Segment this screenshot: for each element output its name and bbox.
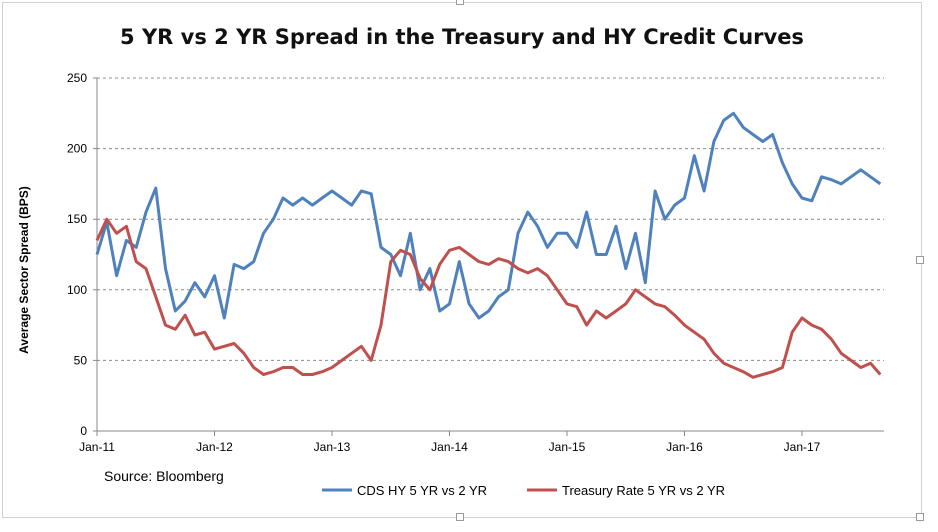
- x-tick-label: Jan-16: [666, 440, 703, 454]
- legend-label-treasury: Treasury Rate 5 YR vs 2 YR: [562, 483, 725, 498]
- resize-handle-right[interactable]: [916, 256, 924, 264]
- resize-handle-top[interactable]: [456, 0, 464, 5]
- y-tick-label: 0: [80, 424, 87, 438]
- y-tick-label: 150: [67, 212, 87, 226]
- y-tick-label: 50: [74, 353, 88, 367]
- legend-label-cds: CDS HY 5 YR vs 2 YR: [357, 483, 487, 498]
- series-line-cds-hy: [95, 111, 882, 320]
- y-tick-label: 250: [67, 71, 87, 85]
- legend: CDS HY 5 YR vs 2 YR Treasury Rate 5 YR v…: [322, 483, 725, 498]
- gridlines: [97, 77, 884, 361]
- x-tick-label: Jan-17: [784, 440, 821, 454]
- chart-frame: [2, 2, 922, 518]
- y-tick-label: 200: [67, 142, 87, 156]
- y-axis-label: Average Sector Spread (BPS): [17, 186, 31, 354]
- x-tick-label: Jan-11: [79, 440, 115, 454]
- source-note: Source: Bloomberg: [104, 468, 224, 484]
- series-lines: [95, 111, 882, 379]
- x-tick-label: Jan-14: [431, 440, 468, 454]
- x-tick-label: Jan-15: [549, 440, 586, 454]
- series-line-treasury: [95, 217, 882, 379]
- chart-title: 5 YR vs 2 YR Spread in the Treasury and …: [120, 25, 804, 49]
- x-tick-label: Jan-13: [314, 440, 351, 454]
- resize-handle-corner[interactable]: [916, 513, 924, 521]
- x-tick-label: Jan-12: [196, 440, 233, 454]
- y-tick-label: 100: [67, 283, 87, 297]
- y-axis-ticks: 0 50 100 150 200 250: [67, 71, 97, 438]
- x-axis-ticks: Jan-11 Jan-12 Jan-13 Jan-14 Jan-15 Jan-16 Jan-…: [79, 431, 821, 454]
- resize-handle-bottom[interactable]: [456, 513, 464, 521]
